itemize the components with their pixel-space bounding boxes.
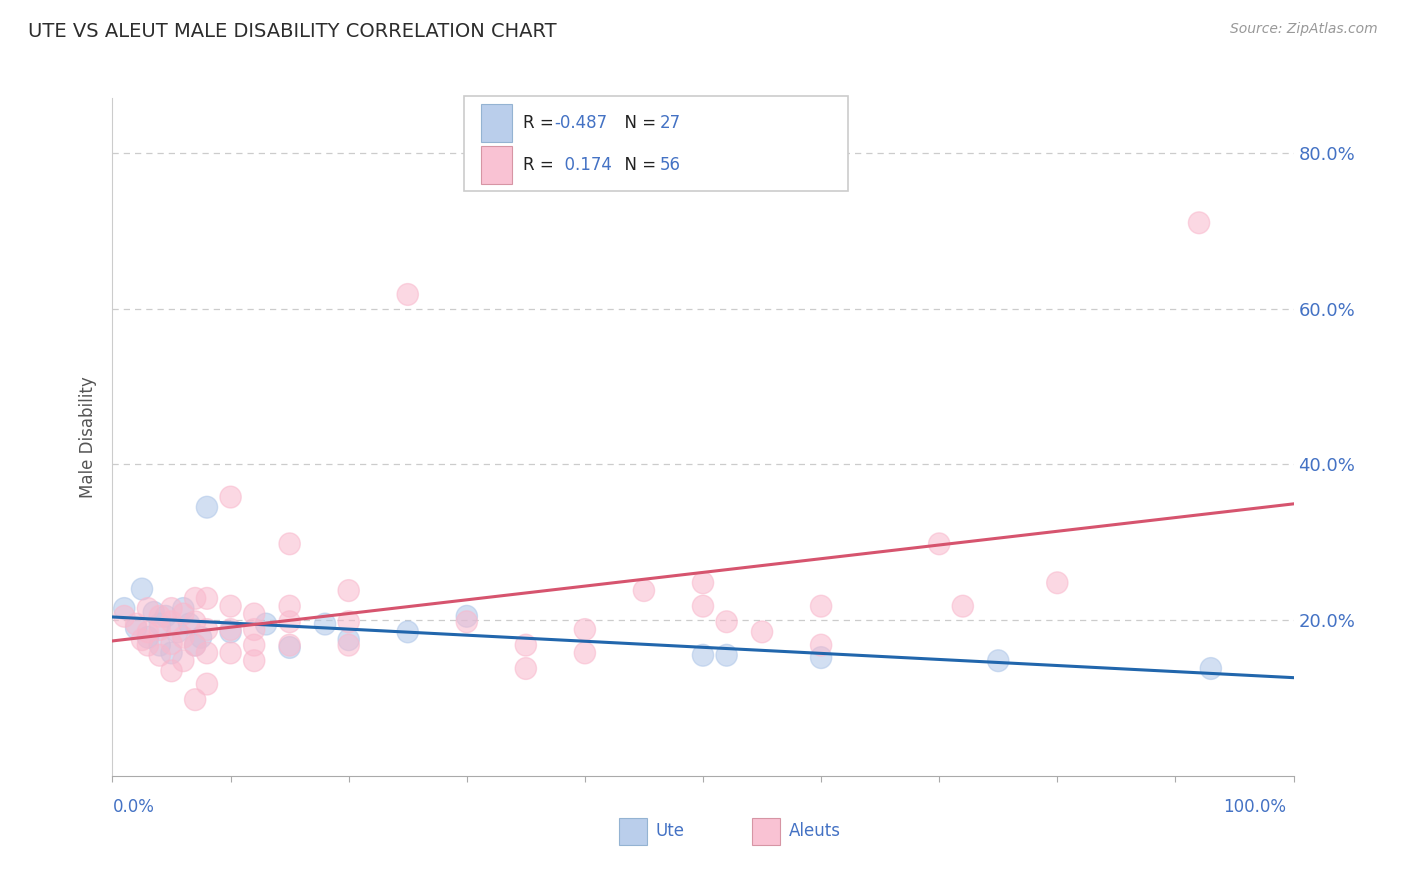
Ellipse shape [315,613,336,635]
Ellipse shape [160,642,183,664]
Ellipse shape [138,598,159,619]
Text: R =: R = [523,156,560,174]
Ellipse shape [197,588,218,609]
Ellipse shape [149,619,170,640]
Ellipse shape [197,642,218,664]
Ellipse shape [184,588,205,609]
Text: 0.0%: 0.0% [112,798,155,816]
Ellipse shape [278,595,301,617]
Ellipse shape [278,634,301,656]
Ellipse shape [125,613,146,635]
Ellipse shape [190,626,212,648]
Ellipse shape [179,613,200,635]
Ellipse shape [278,611,301,632]
Ellipse shape [219,486,242,508]
Ellipse shape [197,673,218,695]
Y-axis label: Male Disability: Male Disability [79,376,97,498]
Text: 0.174: 0.174 [554,156,612,174]
Ellipse shape [138,626,159,648]
Ellipse shape [149,606,170,627]
Text: -0.487: -0.487 [554,114,607,132]
Ellipse shape [167,621,188,643]
Ellipse shape [810,595,832,617]
Ellipse shape [810,647,832,668]
Ellipse shape [219,621,242,643]
Ellipse shape [184,611,205,632]
Ellipse shape [456,606,478,627]
Text: N =: N = [614,156,662,174]
Text: Aleuts: Aleuts [789,822,841,840]
Ellipse shape [160,611,183,632]
Text: 56: 56 [659,156,681,174]
Ellipse shape [574,642,596,664]
Ellipse shape [114,606,135,627]
Ellipse shape [456,611,478,632]
Ellipse shape [256,613,277,635]
Ellipse shape [197,619,218,640]
Text: R =: R = [523,114,560,132]
Ellipse shape [173,603,194,625]
Ellipse shape [337,629,360,650]
Ellipse shape [337,611,360,632]
Ellipse shape [952,595,973,617]
Text: N =: N = [614,114,662,132]
Text: UTE VS ALEUT MALE DISABILITY CORRELATION CHART: UTE VS ALEUT MALE DISABILITY CORRELATION… [28,22,557,41]
Ellipse shape [138,634,159,656]
Ellipse shape [633,580,655,601]
Ellipse shape [810,634,832,656]
Ellipse shape [928,533,950,555]
Ellipse shape [149,644,170,666]
Ellipse shape [149,613,170,635]
Ellipse shape [692,572,714,594]
Ellipse shape [574,619,596,640]
Ellipse shape [1046,572,1069,594]
Ellipse shape [125,617,146,639]
Ellipse shape [396,284,419,305]
Ellipse shape [160,660,183,681]
Ellipse shape [160,632,183,655]
Ellipse shape [515,634,537,656]
Ellipse shape [138,621,159,643]
Ellipse shape [197,496,218,518]
Ellipse shape [337,580,360,601]
Ellipse shape [173,649,194,672]
Ellipse shape [184,634,205,656]
Ellipse shape [243,603,264,625]
Ellipse shape [278,533,301,555]
Ellipse shape [143,601,165,624]
Ellipse shape [219,642,242,664]
Text: Source: ZipAtlas.com: Source: ZipAtlas.com [1230,22,1378,37]
Text: 100.0%: 100.0% [1223,798,1286,816]
Ellipse shape [515,657,537,680]
Ellipse shape [278,637,301,658]
Ellipse shape [131,629,153,650]
Ellipse shape [716,611,737,632]
Ellipse shape [243,634,264,656]
Ellipse shape [184,689,205,711]
Text: 27: 27 [659,114,681,132]
Ellipse shape [716,644,737,666]
Ellipse shape [160,598,183,619]
Ellipse shape [692,595,714,617]
Ellipse shape [155,606,176,627]
Ellipse shape [219,595,242,617]
Ellipse shape [396,621,419,643]
Ellipse shape [692,644,714,666]
Ellipse shape [219,619,242,640]
Ellipse shape [1188,212,1209,234]
Ellipse shape [751,621,773,643]
Ellipse shape [184,634,205,656]
Ellipse shape [243,649,264,672]
Ellipse shape [114,598,135,619]
Ellipse shape [337,634,360,656]
Ellipse shape [131,578,153,600]
Ellipse shape [173,598,194,619]
Ellipse shape [149,634,170,656]
Ellipse shape [987,649,1010,672]
Ellipse shape [173,626,194,648]
Ellipse shape [243,619,264,640]
Ellipse shape [1201,657,1222,680]
Text: Ute: Ute [655,822,685,840]
